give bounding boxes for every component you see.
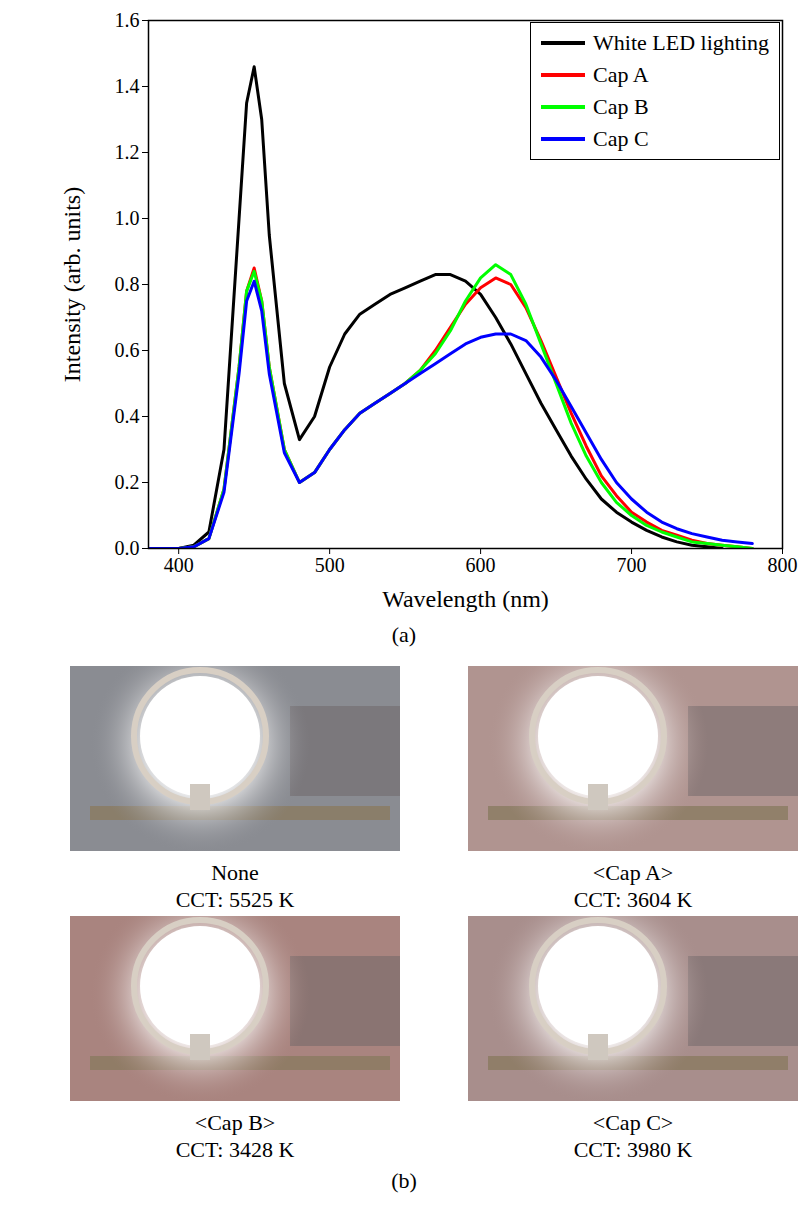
svg-text:1.4: 1.4 [115, 75, 140, 97]
html-text:CCT: 5525 K: CCT: 5525 K [175, 887, 295, 912]
svg-text:1.6: 1.6 [115, 9, 140, 31]
svg-text:0.4: 0.4 [115, 405, 140, 427]
html-text:CCT: 3428 K: CCT: 3428 K [175, 1137, 295, 1162]
html-text:CCT: 3980 K: CCT: 3980 K [573, 1137, 693, 1162]
svg-text:700: 700 [617, 554, 647, 576]
svg-text:1.2: 1.2 [115, 141, 140, 163]
svg-text:600: 600 [466, 554, 496, 576]
svg-text:0.0: 0.0 [115, 537, 140, 559]
svg-text:800: 800 [768, 554, 798, 576]
svg-text:500: 500 [315, 554, 345, 576]
html-text:<Cap A>: <Cap A> [592, 860, 674, 885]
html-text:CCT: 3604 K: CCT: 3604 K [573, 887, 693, 912]
svg-text:400: 400 [164, 554, 194, 576]
html-text:None: None [211, 860, 259, 885]
html-text:<Cap C>: <Cap C> [592, 1110, 674, 1135]
html-text:(b): (b) [391, 1168, 417, 1193]
svg-text:Intensity (arb. units): Intensity (arb. units) [59, 187, 85, 382]
svg-text:0.6: 0.6 [115, 339, 140, 361]
html-text:<Cap B>: <Cap B> [194, 1110, 276, 1135]
svg-text:Wavelength (nm): Wavelength (nm) [382, 586, 549, 612]
svg-text:1.0: 1.0 [115, 207, 140, 229]
html-text:White LED lighting: White LED lighting [593, 30, 769, 55]
html-text:Cap A: Cap A [593, 62, 649, 87]
html-text:(a): (a) [391, 622, 417, 647]
svg-text:0.2: 0.2 [115, 471, 140, 493]
html-text:Cap C: Cap C [593, 126, 649, 151]
svg-text:0.8: 0.8 [115, 273, 140, 295]
html-text:Cap B: Cap B [593, 94, 649, 119]
